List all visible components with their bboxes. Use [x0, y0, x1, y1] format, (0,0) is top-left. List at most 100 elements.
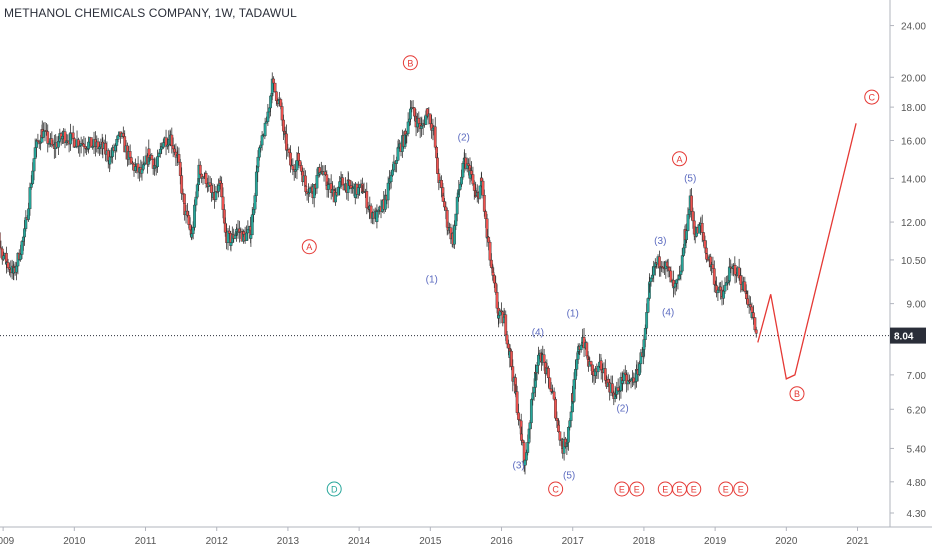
candle-body	[520, 434, 522, 440]
candle-body	[228, 231, 230, 233]
candle-body	[219, 181, 221, 183]
candle-body	[143, 163, 145, 164]
candle-body	[436, 158, 438, 174]
candle-body	[282, 120, 284, 131]
candle-body	[158, 153, 160, 156]
candle-body	[7, 262, 9, 267]
wave-label: (4)	[662, 308, 674, 319]
x-tick-label: 2016	[490, 536, 513, 547]
candle-body	[27, 209, 29, 220]
candle-body	[648, 282, 650, 284]
candle-body	[245, 233, 247, 241]
candle-body	[15, 266, 17, 272]
candle-body	[536, 365, 538, 372]
candle-body	[116, 139, 118, 145]
candle-body	[409, 109, 411, 119]
candle-body	[251, 215, 253, 235]
candle-body	[495, 283, 497, 292]
candle-body	[142, 165, 144, 170]
candle-body	[607, 379, 609, 382]
candle-body	[57, 141, 59, 147]
y-tick-label: 9.00	[907, 300, 927, 311]
candle-body	[84, 147, 86, 148]
candle-body	[199, 165, 201, 174]
candle-body	[453, 226, 455, 245]
candle-body	[550, 389, 552, 392]
candle-body	[285, 134, 287, 150]
candle-body	[220, 183, 222, 197]
candle-body	[517, 413, 519, 420]
candle-body	[171, 135, 173, 146]
candle-body	[701, 223, 703, 232]
candle-body	[559, 432, 561, 440]
candle-body	[191, 234, 193, 237]
candle-body	[327, 185, 329, 190]
candle-body	[687, 215, 689, 231]
x-tick-label: 2019	[704, 536, 727, 547]
candle-body	[487, 237, 489, 242]
wave-label: (1)	[426, 274, 438, 285]
candle-body	[680, 271, 682, 275]
candle-body	[387, 183, 389, 200]
candle-body	[299, 161, 301, 166]
candle-body	[376, 212, 378, 222]
candle-body	[510, 351, 512, 366]
candle-body	[29, 187, 31, 208]
candle-body	[529, 423, 531, 429]
candle-body	[643, 340, 645, 350]
x-tick-label: 2014	[348, 536, 371, 547]
x-tick-label: 2017	[562, 536, 585, 547]
candle-body	[724, 285, 726, 291]
candle-body	[490, 260, 492, 268]
candle-body	[257, 157, 259, 167]
x-tick-label: 2013	[277, 536, 300, 547]
candle-body	[274, 83, 276, 92]
candle-body	[719, 287, 721, 290]
circle-label: E	[723, 484, 729, 494]
candle-body	[483, 195, 485, 211]
candle-body	[443, 202, 445, 207]
candle-body	[222, 197, 224, 210]
candle-body	[755, 330, 757, 334]
y-tick-label: 12.00	[901, 218, 926, 229]
candle-body	[265, 122, 267, 124]
candle-body	[556, 418, 558, 421]
circle-label: E	[738, 484, 744, 494]
candle-body	[482, 181, 484, 195]
candle-body	[705, 254, 707, 259]
candle-body	[209, 183, 211, 185]
candle-body	[590, 361, 592, 364]
candle-body	[747, 299, 749, 305]
candle-body	[98, 147, 100, 149]
circle-label: A	[306, 242, 312, 252]
candle-body	[30, 184, 32, 188]
y-tick-label: 4.30	[907, 509, 927, 520]
candle-body	[234, 235, 236, 238]
candle-body	[567, 427, 569, 442]
circle-label: B	[794, 389, 800, 399]
candle-body	[537, 355, 539, 365]
wave-label: (5)	[563, 470, 575, 481]
candle-body	[337, 187, 339, 195]
candle-body	[272, 79, 274, 83]
candle-body	[554, 399, 556, 418]
candle-body	[440, 180, 442, 187]
candle-body	[586, 343, 588, 356]
wave-label: (3)	[512, 461, 524, 472]
candle-body	[479, 186, 481, 198]
candle-body	[73, 139, 75, 148]
candle-body	[130, 158, 132, 164]
candle-body	[734, 265, 736, 274]
candle-body	[280, 99, 282, 106]
candle-body	[702, 233, 704, 241]
candle-body	[377, 210, 379, 211]
candle-body	[570, 412, 572, 421]
y-tick-label: 14.00	[901, 174, 926, 185]
candle-body	[496, 292, 498, 308]
candle-body	[740, 276, 742, 285]
candle-body	[366, 191, 368, 208]
candle-body	[574, 369, 576, 379]
candle-body	[413, 108, 415, 116]
